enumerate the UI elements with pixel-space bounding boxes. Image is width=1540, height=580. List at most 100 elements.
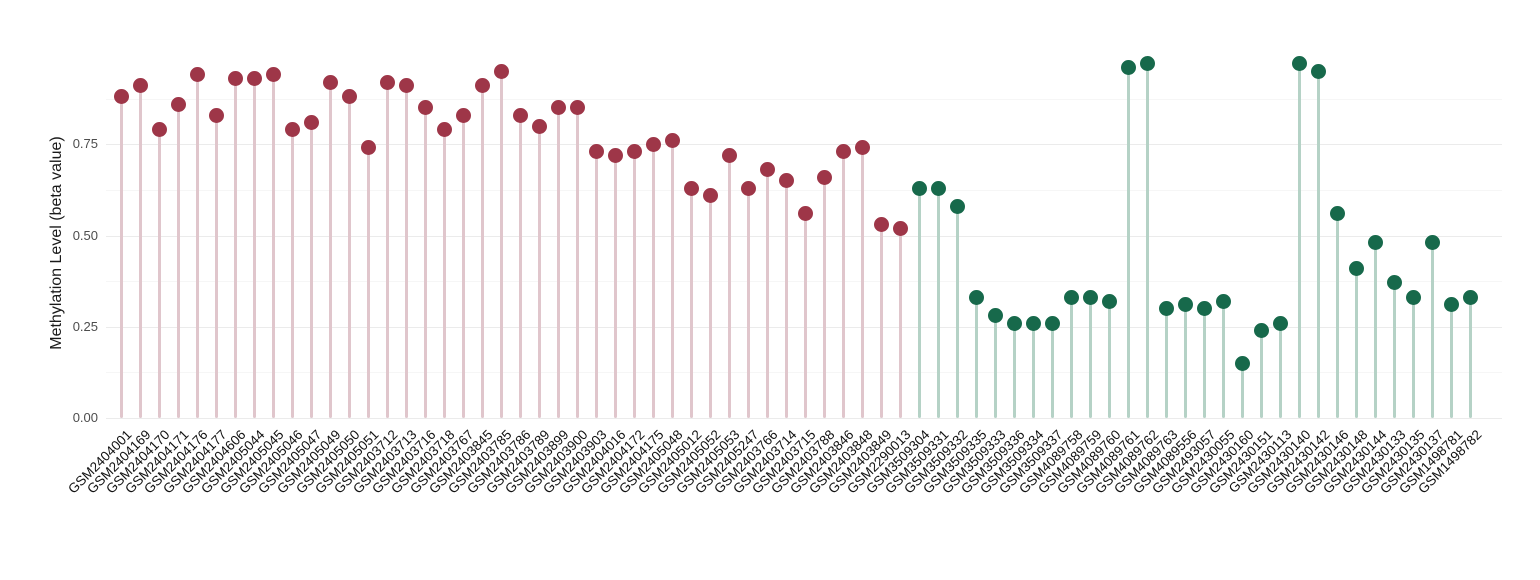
lollipop-stem	[955, 206, 959, 418]
y-axis-title: Methylation Level (beta value)	[48, 136, 65, 350]
sample-dot	[1330, 206, 1346, 222]
sample-dot	[1368, 235, 1384, 251]
lollipop-stem	[613, 155, 617, 418]
lollipop-stem	[651, 144, 655, 418]
lollipop-stem	[195, 74, 199, 418]
major-gridline	[106, 144, 1502, 146]
lollipop-stem	[1031, 323, 1035, 418]
lollipop-stem	[803, 213, 807, 418]
lollipop-stem	[556, 107, 560, 418]
lollipop-stem	[708, 195, 712, 418]
lollipop-stem	[214, 115, 218, 418]
sample-dot	[1254, 322, 1270, 338]
sample-dot	[1349, 260, 1365, 276]
lollipop-stem	[1108, 301, 1112, 418]
lollipop-stem	[518, 115, 522, 418]
sample-dot	[436, 122, 452, 138]
sample-dot	[246, 71, 262, 87]
lollipop-stem	[499, 71, 503, 418]
lollipop-stem	[1165, 308, 1169, 418]
sample-dot	[1463, 290, 1479, 306]
lollipop-stem	[993, 315, 997, 418]
lollipop-stem	[1450, 304, 1454, 418]
sample-dot	[417, 100, 433, 116]
sample-dot	[873, 217, 889, 233]
sample-dot	[1235, 355, 1251, 371]
sample-dot	[683, 180, 699, 196]
lollipop-stem	[366, 147, 370, 418]
sample-dot	[398, 78, 414, 94]
lollipop-stem	[423, 107, 427, 418]
sample-dot	[1006, 315, 1022, 331]
lollipop-stem	[252, 78, 256, 418]
lollipop-stem	[1355, 268, 1359, 418]
sample-dot	[455, 107, 471, 123]
lollipop-stem	[1089, 297, 1092, 418]
lollipop-stem	[784, 180, 788, 418]
lollipop-stem	[1279, 323, 1283, 418]
sample-dot	[379, 74, 395, 90]
sample-dot	[968, 290, 984, 306]
lollipop-stem	[1146, 63, 1150, 418]
sample-dot	[151, 122, 167, 138]
minor-gridline	[106, 98, 1502, 100]
lollipop-stem	[271, 74, 275, 418]
lollipop-stem	[328, 82, 332, 418]
lollipop-stem	[765, 169, 769, 418]
sample-dot	[1425, 235, 1441, 251]
lollipop-stem	[1127, 67, 1131, 418]
sample-dot	[265, 67, 281, 83]
sample-dot	[911, 180, 927, 196]
sample-dot	[892, 220, 908, 236]
lollipop-stem	[1317, 71, 1321, 418]
lollipop-stem	[974, 297, 978, 418]
sample-dot	[1216, 293, 1232, 309]
sample-dot	[949, 198, 965, 214]
lollipop-stem	[727, 155, 731, 418]
sample-dot	[550, 100, 566, 116]
lollipop-stem	[233, 78, 237, 418]
lollipop-stem	[290, 129, 294, 418]
lollipop-stem	[632, 151, 636, 418]
lollipop-stem	[1050, 323, 1054, 418]
sample-dot	[702, 187, 718, 203]
lollipop-stem	[841, 151, 845, 418]
sample-dot	[854, 140, 870, 156]
lollipop-stem	[1070, 297, 1073, 418]
lollipop-stem	[385, 82, 389, 418]
sample-dot	[474, 78, 490, 94]
lollipop-stem	[480, 85, 484, 418]
lollipop-stem	[461, 115, 465, 418]
sample-dot	[607, 147, 623, 163]
sample-dot	[284, 122, 300, 138]
sample-dot	[645, 136, 661, 152]
sample-dot	[512, 107, 528, 123]
sample-dot	[341, 89, 357, 105]
sample-dot	[132, 78, 148, 94]
sample-dot	[930, 180, 946, 196]
lollipop-stem	[1184, 304, 1188, 418]
lollipop-stem	[879, 224, 883, 418]
sample-dot	[303, 114, 319, 130]
lollipop-stem	[404, 85, 408, 418]
lollipop-stem	[822, 177, 826, 418]
y-tick-label: 0.75	[72, 136, 98, 152]
sample-dot	[1083, 290, 1098, 306]
sample-dot	[569, 100, 585, 116]
lollipop-stem	[347, 96, 351, 418]
lollipop-stem	[1222, 301, 1226, 418]
sample-dot	[1102, 293, 1118, 309]
sample-dot	[1121, 60, 1137, 76]
sample-dot	[1159, 301, 1175, 316]
sample-dot	[170, 96, 186, 112]
sample-dot	[759, 162, 775, 178]
lollipop-stem	[575, 107, 579, 418]
sample-dot	[1444, 297, 1460, 313]
sample-dot	[740, 180, 756, 196]
lollipop-stem	[594, 151, 598, 418]
lollipop-stem	[1336, 213, 1340, 418]
lollipop-stem	[860, 147, 864, 418]
sample-dot	[816, 169, 832, 185]
lollipop-stem	[1431, 242, 1435, 418]
